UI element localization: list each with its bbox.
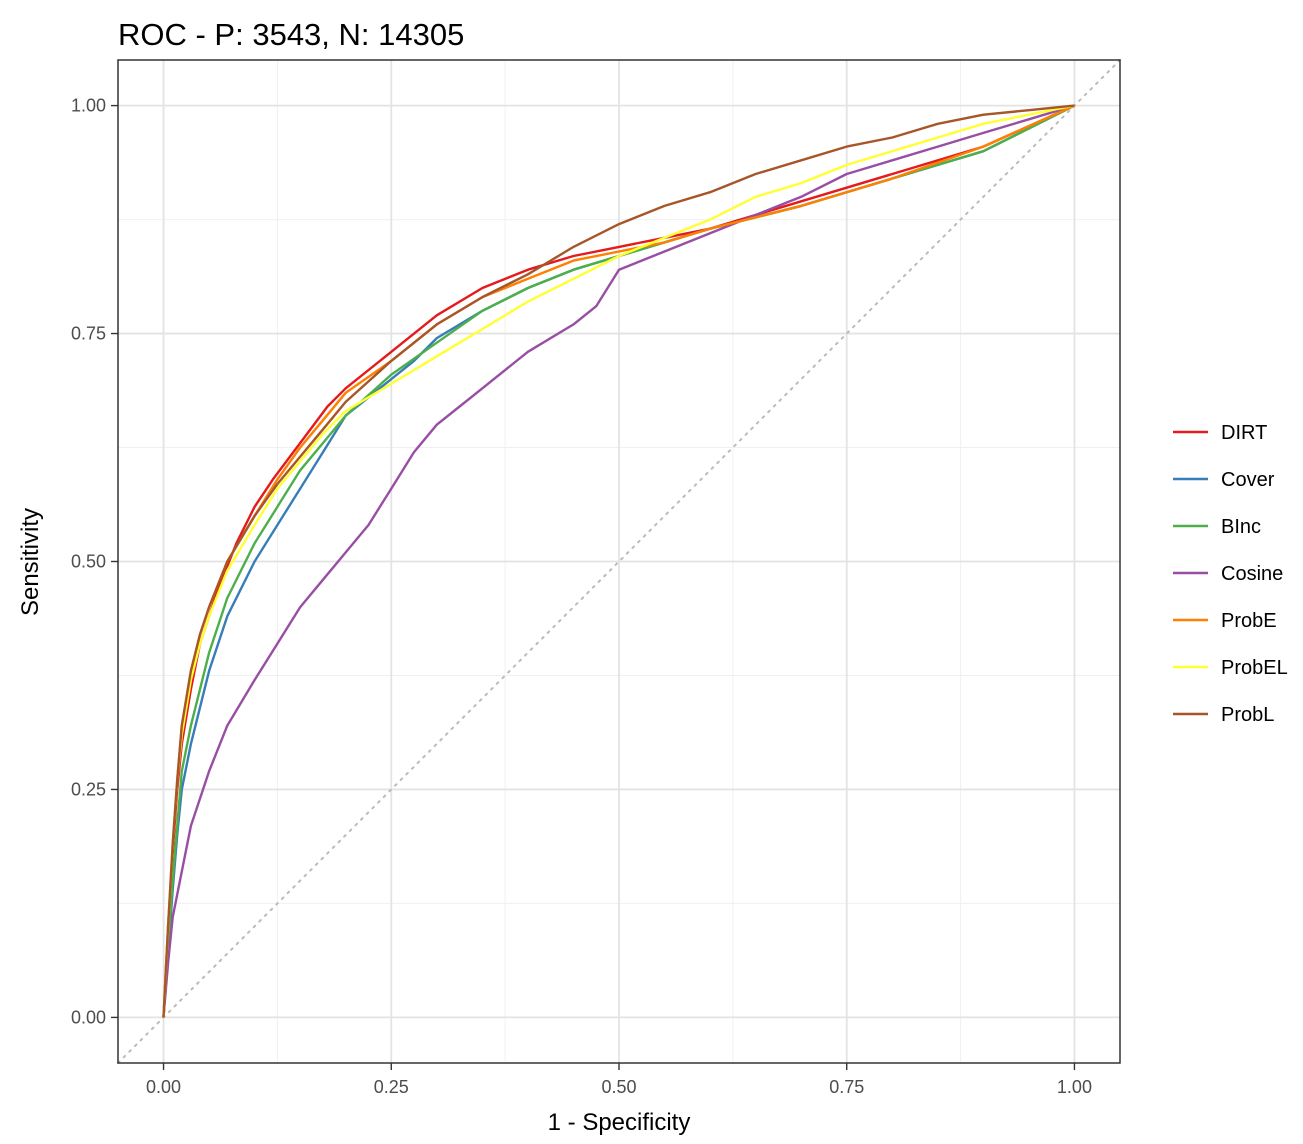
series-line-probl bbox=[162, 104, 1075, 1018]
x-tick-label: 0.50 bbox=[601, 1077, 636, 1097]
legend-label-cover: Cover bbox=[1221, 469, 1275, 491]
y-axis-ticks: 0.00 0.25 0.50 0.75 1.00 bbox=[71, 96, 118, 1027]
legend-label-probel: ProbEL bbox=[1221, 657, 1288, 679]
x-axis-title: 1 - Specificity bbox=[548, 1109, 691, 1136]
chart-title: ROC - P: 3543, N: 14305 bbox=[118, 17, 464, 52]
y-tick-label: 0.25 bbox=[71, 779, 106, 799]
x-tick-label: 1.00 bbox=[1057, 1077, 1092, 1097]
legend-label-dirt: DIRT bbox=[1221, 422, 1267, 444]
legend-label-cosine: Cosine bbox=[1221, 563, 1283, 585]
x-tick-label: 0.75 bbox=[829, 1077, 864, 1097]
legend: DIRT Cover BInc Cosine ProbE ProbEL ProbL bbox=[1173, 422, 1288, 726]
grid-major bbox=[118, 60, 1120, 1063]
x-tick-label: 0.00 bbox=[146, 1077, 181, 1097]
x-tick-label: 0.25 bbox=[374, 1077, 409, 1097]
x-axis-ticks: 0.00 0.25 0.50 0.75 1.00 bbox=[146, 1063, 1092, 1097]
y-axis-title: Sensitivity bbox=[17, 508, 44, 616]
y-tick-label: 0.00 bbox=[71, 1007, 106, 1027]
legend-label-probe: ProbE bbox=[1221, 610, 1277, 632]
series-line-cosine bbox=[162, 104, 1075, 1018]
y-tick-label: 0.75 bbox=[71, 324, 106, 344]
legend-label-probl: ProbL bbox=[1221, 704, 1274, 726]
y-tick-label: 0.50 bbox=[71, 552, 106, 572]
series-lines bbox=[162, 104, 1076, 1018]
legend-label-binc: BInc bbox=[1221, 516, 1261, 538]
y-tick-label: 1.00 bbox=[71, 96, 106, 116]
series-line-probel bbox=[162, 104, 1075, 1018]
